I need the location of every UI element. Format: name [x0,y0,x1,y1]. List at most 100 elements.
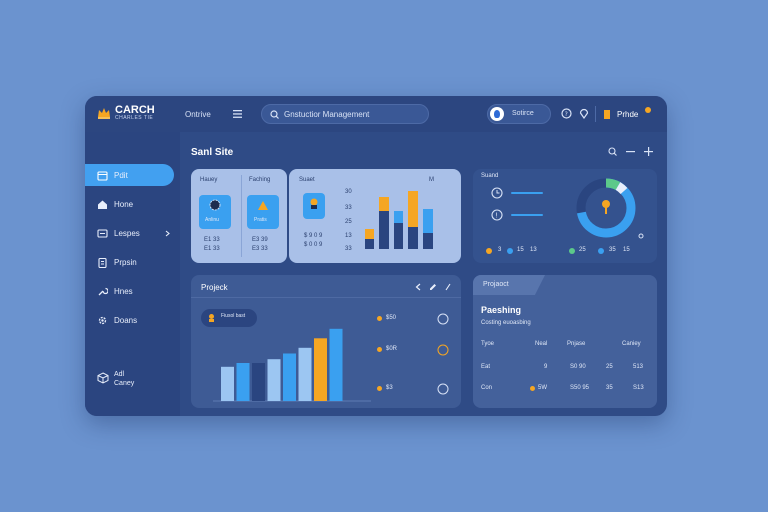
chart-bar [298,347,312,401]
coin-icon[interactable] [437,344,449,356]
chevron-left-icon[interactable] [415,283,421,291]
tag-label: Fiusol bast [221,313,246,319]
column-header: Tyoe [481,341,495,347]
chevron-right-icon[interactable] [165,230,170,237]
sidebar-item-hone[interactable]: Hone [85,193,174,215]
chart-bar [236,363,250,401]
card-header: Suaet [299,177,315,183]
axis-label: 33 [345,205,352,211]
mini-bar [423,233,433,249]
tile-sub: E3 33 [252,246,268,252]
worker-icon [310,198,318,209]
wrench-icon [98,287,108,295]
legend-dot [507,248,513,254]
svg-text:!: ! [495,212,498,220]
table-cell: S50 95 [570,385,590,391]
logo-title: CARCH [115,104,155,116]
project-tag[interactable]: Fiusol bast [201,309,257,327]
chart-corner-label: M [429,177,434,183]
sidebar-item-doans[interactable]: Doans [85,309,174,331]
axis-label: 33 [345,246,352,252]
search-icon[interactable] [608,147,617,156]
edit-icon[interactable] [429,283,437,291]
gear-icon [209,199,221,211]
logo-subtitle: CHARLES TIE [115,115,154,121]
column-header: Caniey [622,341,641,347]
sidebar-item-prpsin[interactable]: Prpsin [85,251,174,273]
pin-icon [602,200,610,214]
crown-icon [98,108,110,119]
tab-label: Projaoct [483,281,509,288]
axis-label: 25 [345,219,352,225]
worker-icon [209,314,214,322]
projects-bar-chart [213,328,371,402]
mini-bar [408,227,418,249]
tile-label: Anlinu [205,217,219,223]
alert-icon: ! [491,209,503,221]
menu-label[interactable]: Ontrive [185,110,211,119]
tile-value: E1 33 [204,237,220,243]
mini-bar [365,239,374,249]
tile-pratis[interactable]: Pratis [247,195,279,229]
table-cell: S13 [633,385,644,391]
help-icon[interactable]: ? [561,108,572,119]
table-subtitle: Costing euoasbing [481,320,531,326]
sidebar-item-pdit[interactable]: Pdit [85,164,174,186]
clipboard-icon [98,257,107,268]
table-cell: 9 [544,364,548,370]
minus-icon[interactable] [626,151,635,153]
tile-sub: $ 0 0 9 [304,242,323,248]
chart-bar [314,338,327,401]
notification-dot [645,107,651,113]
table-cell: 5W [538,385,547,391]
mini-bar-chart [365,191,433,249]
table-cell: Eat [481,364,491,370]
legend-dot [569,248,575,254]
axis-label: 30 [345,189,352,195]
sidebar-item-label: Hone [114,199,134,209]
status-panel: Suand ! 3 15 13 25 35 15 [473,169,657,263]
legend-dot [598,248,604,254]
hamburger-icon[interactable] [233,110,242,118]
clock-icon[interactable] [437,383,449,395]
gear-icon [98,316,107,324]
location-icon[interactable] [579,108,589,119]
table-cell: 513 [633,364,644,370]
project-table-panel: Projaoct Paeshing Costing euoasbing Tyoe… [473,275,657,408]
search-text: Gnstuctior Management [284,110,370,119]
mini-bar [379,205,389,249]
profile-label[interactable]: Prhde [617,110,639,119]
tab-projaoct[interactable]: Projaoct [473,275,545,295]
search-bar[interactable]: Gnstuctior Management [261,104,429,124]
legend-dot [486,248,492,254]
user-label: Sotirce [512,110,534,117]
sidebar-item-lespes[interactable]: Lespes [85,222,174,244]
sidebar-item-label: Hnes [114,286,133,296]
tile-anlinu[interactable]: Anlinu [199,195,231,229]
panel-title: Suand [481,173,499,179]
app-logo[interactable]: CARCH CHARLES TIE [97,105,155,121]
sidebar-item-hnes[interactable]: Hnes [85,280,174,302]
sidebar: Pdit Hone Lespes Prpsin Hnes [85,132,180,416]
plus-icon[interactable] [644,147,653,156]
table-cell: 25 [606,364,613,370]
chart-bar [252,363,265,401]
tile-worker[interactable] [303,193,325,219]
sidebar-item-label: Doans [114,315,138,325]
table-title: Paeshing [481,305,522,315]
tile-sub: E1 33 [204,246,220,252]
bag-icon[interactable] [437,313,449,325]
table-cell: S0 90 [570,364,586,370]
donut-segment [605,178,621,191]
legend-value: 3 [498,247,502,253]
row-dot [530,386,535,391]
home-icon [98,200,107,209]
user-pill[interactable]: Sotirce [487,104,551,124]
row-dot [377,386,382,391]
slash-icon[interactable] [445,283,451,291]
sidebar-footer[interactable]: Adl Caney [85,366,175,396]
mini-bar [394,211,403,223]
row-value: $50 [386,315,397,321]
app-window: CARCH CHARLES TIE Ontrive Gnstuctior Man… [85,96,667,416]
ring-icon [638,233,644,239]
